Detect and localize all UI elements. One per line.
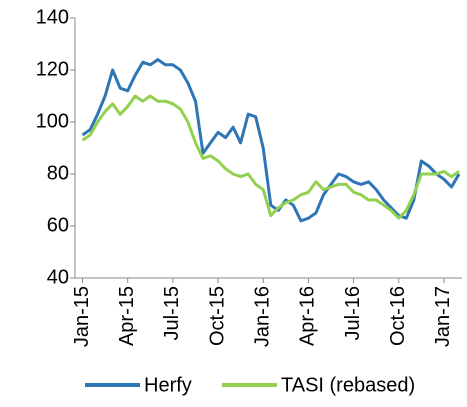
y-tick-label: 40 <box>47 266 69 288</box>
x-tick-label: Oct-15 <box>206 286 228 346</box>
x-tick-label: Jan-15 <box>71 286 93 347</box>
y-tick-label: 60 <box>47 214 69 236</box>
y-tick-label: 140 <box>36 6 69 28</box>
x-tick-label: Jan-17 <box>432 286 454 347</box>
y-tick-label: 100 <box>36 110 69 132</box>
x-tick-label: Jan-16 <box>252 286 274 347</box>
x-tick-label: Jul-15 <box>161 286 183 340</box>
y-tick-label: 120 <box>36 58 69 80</box>
x-tick-label: Apr-15 <box>116 286 138 346</box>
x-tick-label: Apr-16 <box>297 286 319 346</box>
x-tick-label: Oct-16 <box>387 286 409 346</box>
series-line <box>81 94 460 220</box>
x-tick-label: Jul-16 <box>342 286 364 340</box>
legend-label: Herfy <box>144 374 192 396</box>
series-line <box>81 58 461 223</box>
y-tick-label: 80 <box>47 162 69 184</box>
legend-label: TASI (rebased) <box>281 374 415 396</box>
